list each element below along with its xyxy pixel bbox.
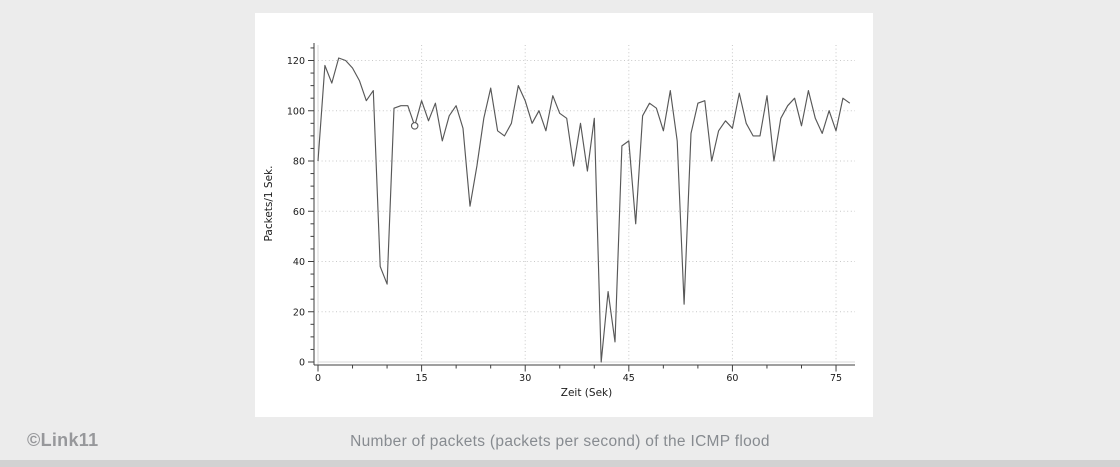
y-tick-label: 60 [293, 207, 305, 218]
x-tick-label: 30 [519, 373, 531, 384]
highlight-marker [410, 122, 419, 130]
x-tick-label: 15 [416, 373, 428, 384]
figure-caption: Number of packets (packets per second) o… [350, 433, 770, 450]
y-tick-label: 0 [299, 358, 305, 369]
y-tick-label: 20 [293, 307, 305, 318]
brand-watermark: ©Link11 [27, 430, 99, 450]
line-chart: 0 20 40 60 80 100 120 0 15 30 45 60 75 Zeit (Sek) Pack… [263, 43, 855, 399]
ticks-and-labels: 0 20 40 60 80 100 120 0 15 30 45 60 75 [287, 47, 842, 384]
chart-panel: 0 20 40 60 80 100 120 0 15 30 45 60 75 Zeit (Sek) Pack… [255, 13, 873, 417]
x-axis-title: Zeit (Sek) [561, 387, 612, 399]
series [317, 57, 851, 363]
gridlines [318, 45, 855, 362]
axes [313, 43, 855, 366]
axis-titles: Zeit (Sek) Packets/1 Sek. [263, 166, 612, 399]
zero-gridlines [317, 45, 855, 365]
x-tick-label: 60 [726, 373, 738, 384]
y-tick-label: 120 [287, 56, 305, 67]
y-tick-label: 80 [293, 157, 305, 168]
y-axis-title: Packets/1 Sek. [263, 166, 275, 242]
x-tick-label: 45 [623, 373, 635, 384]
x-tick-label: 0 [315, 373, 321, 384]
series-line [317, 57, 851, 363]
y-tick-label: 100 [287, 106, 305, 117]
y-tick-label: 40 [293, 257, 305, 268]
x-tick-label: 75 [830, 373, 842, 384]
bottom-border-bar [0, 460, 1120, 467]
